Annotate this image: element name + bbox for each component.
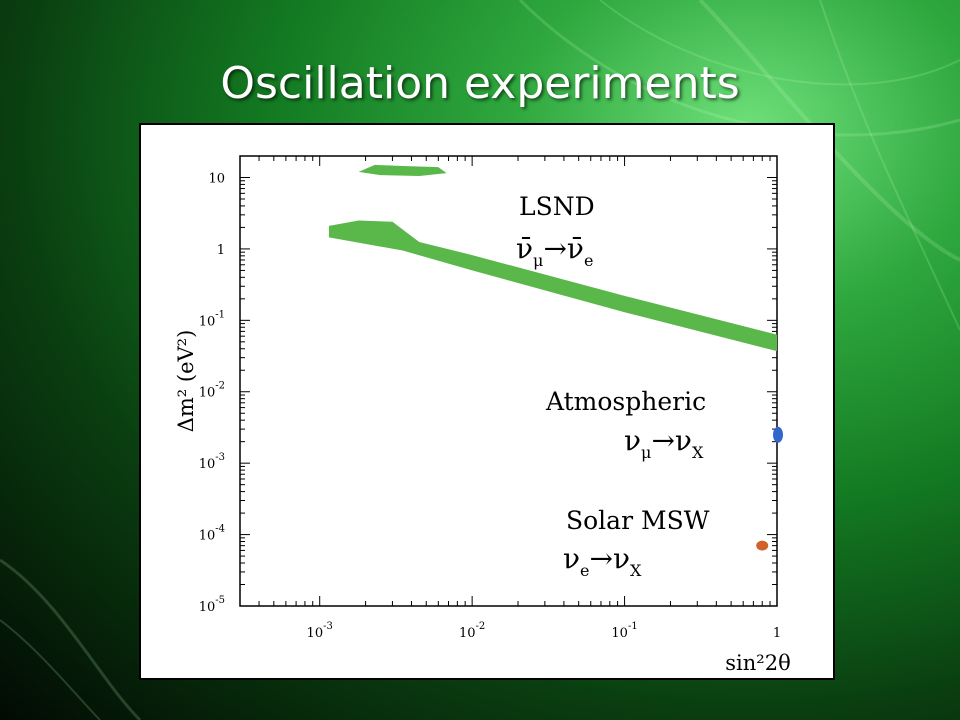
y-tick-label: 1	[217, 243, 225, 258]
region-process: νe→νX	[563, 542, 642, 580]
plot-area	[239, 155, 778, 607]
figure-frame: 10-3 10-2 10-1 1 10 1 10-1 10-2 10-3 10-4 10-5 LS…	[139, 123, 835, 680]
x-tick-label: 10-1	[611, 621, 637, 641]
region-label: Solar MSW	[566, 506, 710, 535]
region-label: LSND	[519, 192, 595, 221]
x-tick-label: 10-3	[307, 621, 333, 641]
solar-msw-allowed-region	[756, 540, 769, 551]
y-tick-label: 10-2	[199, 381, 225, 401]
slide-title: Oscillation experiments	[220, 58, 740, 109]
y-tick-label: 10-4	[199, 524, 225, 544]
lsnd-allowed-island	[358, 164, 447, 176]
lsnd-allowed-band	[328, 220, 777, 352]
oscillation-chart: 10-3 10-2 10-1 1 10 1 10-1 10-2 10-3 10-4 10-5 LS…	[174, 155, 791, 675]
region-process: ν̄μ→ν̄e	[516, 232, 593, 270]
y-tick-label: 10	[208, 171, 225, 186]
y-tick-label: 10-3	[199, 452, 225, 472]
y-tick-label: 10-5	[199, 595, 225, 615]
y-tick-label: 10-1	[199, 309, 225, 329]
x-axis-label: sin²2θ	[725, 651, 790, 675]
region-process: νμ→νX	[624, 424, 704, 462]
y-axis-label: Δm² (eV²)	[174, 330, 198, 433]
atmospheric-allowed-region	[773, 426, 783, 443]
x-tick-label: 1	[773, 626, 781, 641]
x-tick-label: 10-2	[459, 621, 485, 641]
region-label: Atmospheric	[545, 387, 706, 416]
